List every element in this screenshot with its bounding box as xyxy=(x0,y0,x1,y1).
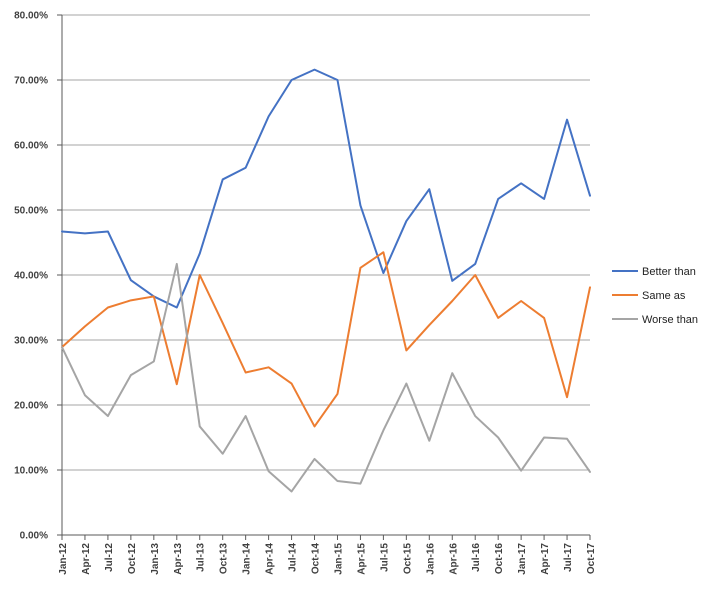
y-tick-label: 70.00% xyxy=(14,76,48,87)
series-line-same-as xyxy=(61,251,591,428)
x-tick-label: Apr-17 xyxy=(540,543,551,575)
x-tick-label: Apr-13 xyxy=(173,543,184,575)
x-tick-label: Oct-12 xyxy=(127,543,138,575)
x-tick-label: Jan-12 xyxy=(58,543,69,575)
y-tick-label: 80.00% xyxy=(14,11,48,22)
y-tick-label: 10.00% xyxy=(14,466,48,477)
y-tick-label: 40.00% xyxy=(14,271,48,282)
y-tick-label: 20.00% xyxy=(14,401,48,412)
x-tick-label: Jul-15 xyxy=(379,543,390,572)
y-tick-label: 30.00% xyxy=(14,336,48,347)
series-lines xyxy=(61,68,591,493)
x-tick-label: Jul-16 xyxy=(471,543,482,572)
x-tick-label: Apr-14 xyxy=(265,543,276,575)
legend-label: Better than xyxy=(642,266,696,278)
x-tick-label: Oct-14 xyxy=(311,543,322,575)
x-tick-label: Oct-17 xyxy=(586,543,597,575)
x-tick-label: Oct-16 xyxy=(494,543,505,575)
x-tick-label: Jul-13 xyxy=(196,543,207,572)
y-axis-tick-labels: 0.00% 10.00% 20.00% 30.00% 40.00% 50.00% 60.00… xyxy=(14,11,48,542)
x-tick-label: Jan-15 xyxy=(333,543,344,575)
x-tick-label: Jul-17 xyxy=(563,543,574,572)
legend-label: Worse than xyxy=(642,314,698,326)
gridlines xyxy=(62,14,590,471)
x-tick-label: Apr-16 xyxy=(448,543,459,575)
y-tick-label: 50.00% xyxy=(14,206,48,217)
axes xyxy=(57,14,591,540)
x-tick-label: Apr-12 xyxy=(81,543,92,575)
series-line-better-than xyxy=(61,68,591,309)
x-tick-label: Jan-13 xyxy=(150,543,161,575)
x-tick-label: Apr-15 xyxy=(356,543,367,575)
x-tick-label: Oct-15 xyxy=(402,543,413,575)
x-tick-label: Jul-14 xyxy=(288,543,299,572)
y-tick-label: 60.00% xyxy=(14,141,48,152)
x-axis-tick-labels: Jan-12 Apr-12 Jul-12 Oct-12 Jan-13 Apr-13 Jul-… xyxy=(58,543,597,575)
x-tick-label: Jan-17 xyxy=(517,543,528,575)
legend-label: Same as xyxy=(642,290,686,302)
x-tick-label: Jul-12 xyxy=(104,543,115,572)
x-tick-label: Jan-14 xyxy=(242,543,253,575)
x-tick-label: Oct-13 xyxy=(219,543,230,575)
x-tick-label: Jan-16 xyxy=(425,543,436,575)
y-tick-label: 0.00% xyxy=(20,531,48,542)
legend: Better than Same as Worse than xyxy=(612,266,698,326)
series-line-worse-than xyxy=(61,262,591,493)
